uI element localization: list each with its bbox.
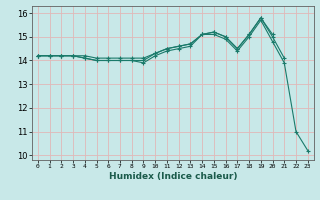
X-axis label: Humidex (Indice chaleur): Humidex (Indice chaleur) [108,172,237,181]
